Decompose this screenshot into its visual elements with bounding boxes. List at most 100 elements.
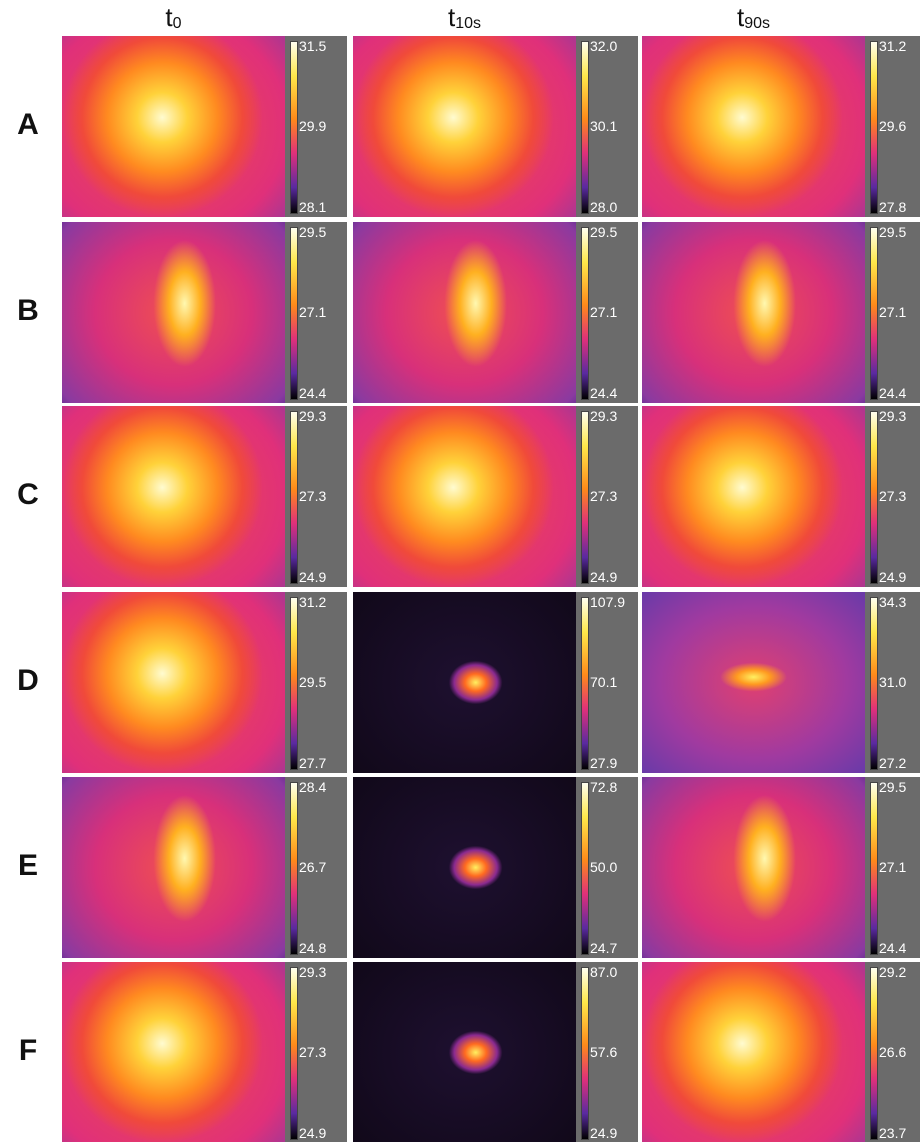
colorbar-max: 29.2	[879, 964, 906, 980]
thermal-image	[642, 222, 865, 403]
colorbar-panel: 107.970.127.9	[576, 592, 638, 773]
colorbar-min: 24.4	[590, 385, 617, 401]
colorbar	[581, 411, 589, 584]
thermal-image	[353, 962, 576, 1142]
colorbar	[870, 597, 878, 770]
colorbar-mid: 27.1	[299, 304, 326, 320]
colorbar-panel: 29.3 27.3 24.9	[285, 406, 347, 587]
header-base: t	[165, 2, 172, 32]
colorbar-max: 29.5	[299, 224, 326, 240]
header-sub: 90s	[744, 15, 770, 32]
colorbar-min: 27.9	[590, 755, 617, 771]
thermal-image	[642, 406, 865, 587]
colorbar-min: 24.4	[879, 940, 906, 956]
colorbar-max: 29.5	[590, 224, 617, 240]
colorbar-mid: 70.1	[590, 674, 617, 690]
colorbar-min: 24.9	[590, 1125, 617, 1141]
colorbar-panel: 29.2 26.6 23.7	[865, 962, 920, 1142]
colorbar	[581, 597, 589, 770]
colorbar-max: 29.3	[299, 964, 326, 980]
colorbar-max: 31.5	[299, 38, 326, 54]
column-header: t90s	[642, 2, 865, 33]
colorbar-max: 34.3	[879, 594, 906, 610]
header-sub: 10s	[455, 15, 481, 32]
colorbar-panel: 31.2 29.6 27.8	[865, 36, 920, 217]
colorbar-min: 24.4	[879, 385, 906, 401]
colorbar-max: 31.2	[879, 38, 906, 54]
colorbar-max: 29.5	[879, 779, 906, 795]
colorbar-panel: 29.5 27.1 24.4	[576, 222, 638, 403]
colorbar-max: 31.2	[299, 594, 326, 610]
colorbar-mid: 29.6	[879, 118, 906, 134]
colorbar-max: 87.0	[590, 964, 617, 980]
colorbar	[290, 967, 298, 1140]
colorbar	[290, 782, 298, 955]
colorbar-panel: 28.4 26.7 24.8	[285, 777, 347, 958]
thermal-image	[62, 777, 285, 958]
thermal-image	[642, 962, 865, 1142]
colorbar-panel: 29.3 27.3 24.9	[576, 406, 638, 587]
colorbar-mid: 27.1	[879, 859, 906, 875]
colorbar-max: 29.5	[879, 224, 906, 240]
row-label: C	[8, 478, 48, 512]
thermal-image	[353, 222, 576, 403]
colorbar	[581, 41, 589, 214]
colorbar-mid: 27.1	[879, 304, 906, 320]
thermal-image	[353, 406, 576, 587]
thermal-image	[62, 406, 285, 587]
colorbar-min: 27.8	[879, 199, 906, 215]
colorbar-panel: 29.5 27.1 24.4	[865, 777, 920, 958]
thermal-image	[642, 592, 865, 773]
colorbar-min: 28.0	[590, 199, 617, 215]
colorbar-min: 24.8	[299, 940, 326, 956]
colorbar	[581, 967, 589, 1140]
colorbar-mid: 26.6	[879, 1044, 906, 1060]
colorbar-mid: 26.7	[299, 859, 326, 875]
colorbar-max: 72.8	[590, 779, 617, 795]
row-label: A	[8, 108, 48, 142]
colorbar-panel: 29.5 27.1 24.4	[865, 222, 920, 403]
header-sub: 0	[173, 15, 182, 32]
colorbar-min: 24.9	[590, 569, 617, 585]
colorbar	[870, 782, 878, 955]
thermal-image	[353, 592, 576, 773]
colorbar	[581, 227, 589, 400]
row-label: F	[8, 1034, 48, 1068]
thermal-image	[353, 777, 576, 958]
colorbar-panel: 72.8 50.0 24.7	[576, 777, 638, 958]
colorbar-min: 24.7	[590, 940, 617, 956]
colorbar	[290, 411, 298, 584]
thermal-image	[642, 36, 865, 217]
colorbar	[290, 227, 298, 400]
colorbar-min: 24.9	[299, 569, 326, 585]
colorbar	[870, 41, 878, 214]
thermal-image	[353, 36, 576, 217]
colorbar-mid: 27.3	[299, 1044, 326, 1060]
colorbar-min: 28.1	[299, 199, 326, 215]
colorbar-mid: 50.0	[590, 859, 617, 875]
colorbar-max: 29.3	[590, 408, 617, 424]
thermal-image	[62, 962, 285, 1142]
colorbar-max: 28.4	[299, 779, 326, 795]
colorbar-panel: 32.030.128.0	[576, 36, 638, 217]
column-header: t10s	[353, 2, 576, 33]
colorbar-mid: 27.3	[299, 488, 326, 504]
colorbar-mid: 30.1	[590, 118, 617, 134]
colorbar-min: 23.7	[879, 1125, 906, 1141]
colorbar-mid: 29.5	[299, 674, 326, 690]
colorbar-mid: 31.0	[879, 674, 906, 690]
row-label: B	[8, 294, 48, 328]
colorbar-mid: 27.3	[590, 488, 617, 504]
colorbar-mid: 27.1	[590, 304, 617, 320]
colorbar	[290, 41, 298, 214]
colorbar-max: 29.3	[299, 408, 326, 424]
colorbar-max: 29.3	[879, 408, 906, 424]
colorbar	[870, 411, 878, 584]
thermal-image	[642, 777, 865, 958]
